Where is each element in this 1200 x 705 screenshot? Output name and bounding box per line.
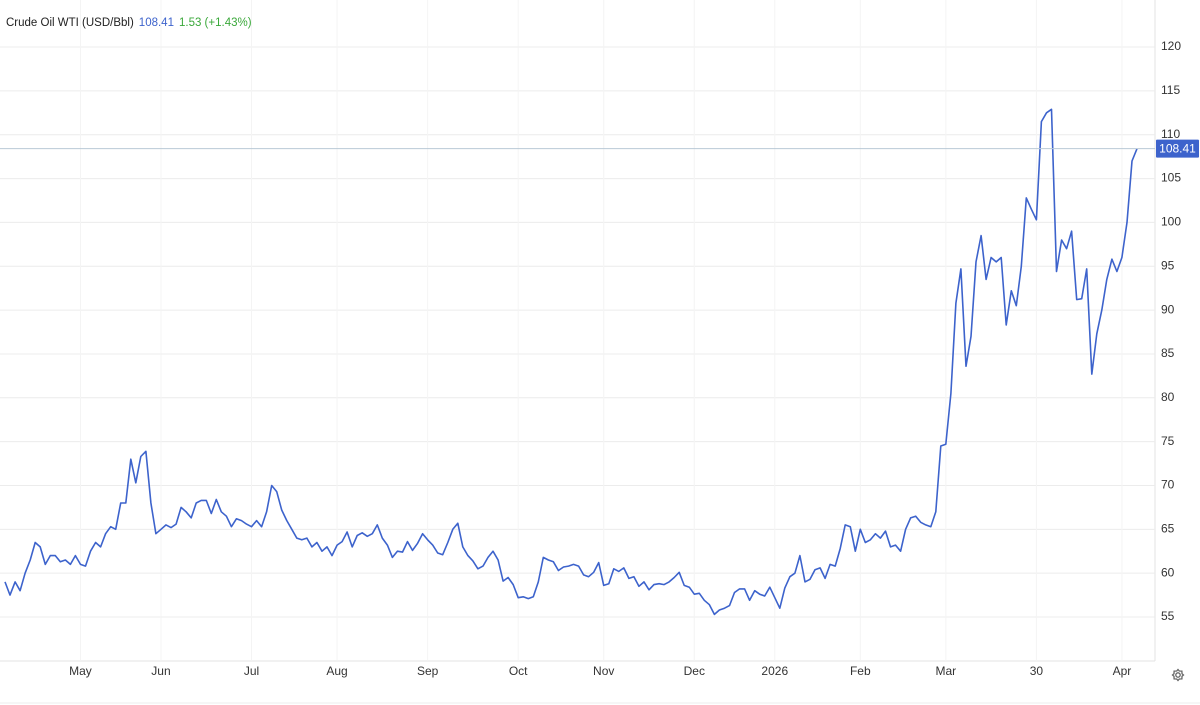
- y-tick-label: 90: [1161, 302, 1175, 316]
- x-tick-label: Jun: [151, 664, 170, 678]
- x-tick-label: Aug: [326, 664, 347, 678]
- last-price-label: 108.41: [1159, 141, 1196, 155]
- plot: 55 60 65 70 75 80 85 90 95 100 105 110 115 120 May Jun J…: [0, 0, 1199, 678]
- y-tick-label: 110: [1161, 127, 1180, 141]
- y-tick-label: 55: [1161, 609, 1175, 623]
- x-tick-label: Sep: [417, 664, 439, 678]
- x-tick-label: Dec: [684, 664, 705, 678]
- y-tick-label: 70: [1161, 478, 1175, 492]
- x-tick-label: Mar: [936, 664, 957, 678]
- y-tick-label: 80: [1161, 390, 1175, 404]
- y-tick-label: 105: [1161, 171, 1181, 185]
- y-tick-label: 120: [1161, 39, 1181, 53]
- y-tick-label: 95: [1161, 258, 1175, 272]
- x-tick-label: Apr: [1113, 664, 1132, 678]
- y-tick-label: 75: [1161, 434, 1175, 448]
- x-tick-label: 30: [1030, 664, 1044, 678]
- x-tick-label: Nov: [593, 664, 614, 678]
- x-tick-label: May: [69, 664, 92, 678]
- price-line: [4, 108, 1138, 616]
- y-tick-label: 100: [1161, 215, 1181, 229]
- x-tick-label: Jul: [244, 664, 259, 678]
- last-price-tag: [1156, 139, 1199, 158]
- y-tick-label: 65: [1161, 521, 1175, 535]
- chart-title: Crude Oil WTI (USD/Bbl): [6, 17, 134, 29]
- y-tick-label: 60: [1161, 565, 1175, 579]
- last-price: 108.41: [138, 17, 174, 29]
- settings-icon[interactable]: [1171, 668, 1185, 682]
- x-tick-label: Oct: [509, 664, 528, 678]
- header: Crude Oil WTI (USD/Bbl) 108.41 1.53 (+1.43…: [6, 17, 257, 29]
- y-tick-label: 85: [1161, 346, 1175, 360]
- y-tick-label: 115: [1161, 83, 1180, 97]
- x-tick-label: 2026: [761, 664, 788, 678]
- x-tick-label: Feb: [850, 664, 871, 678]
- price-change: 1.53 (+1.43%): [178, 17, 252, 29]
